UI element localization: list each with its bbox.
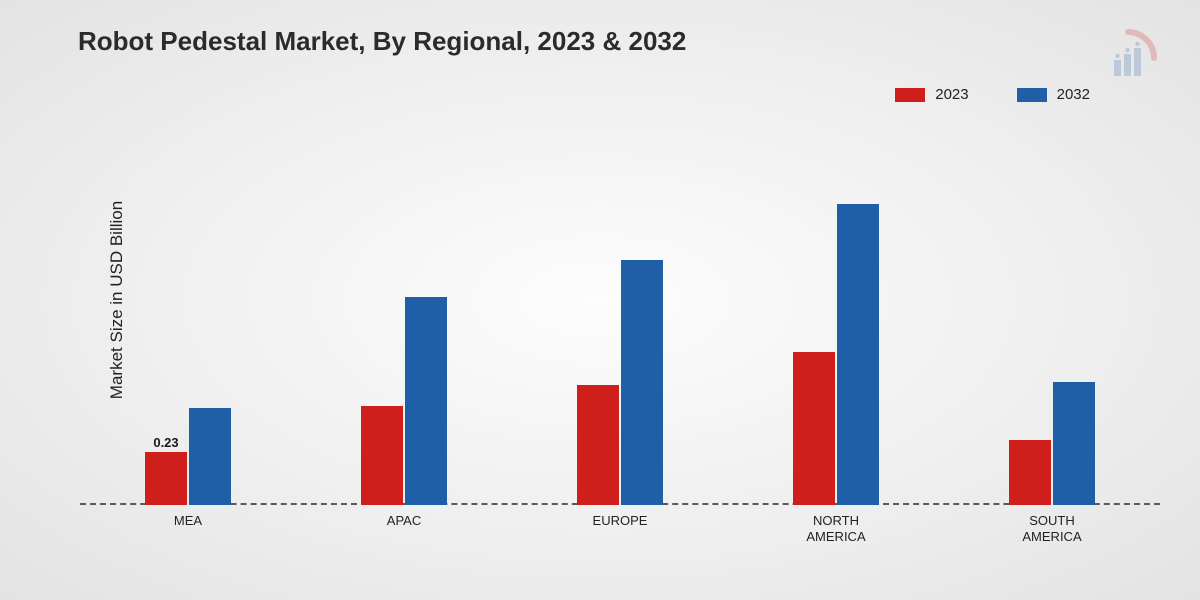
- bar-europe-2032: [621, 260, 663, 505]
- group-europe: EUROPE: [577, 260, 663, 505]
- group-apac: APAC: [361, 297, 447, 505]
- bar-na-2032: [837, 204, 879, 505]
- legend-swatch-2023: [895, 88, 925, 102]
- plot-area: 0.23 MEA APAC EUROPE NORTH AMERICA: [80, 135, 1160, 505]
- cat-label-na: NORTH AMERICA: [806, 513, 865, 546]
- cat-label-europe: EUROPE: [593, 513, 648, 529]
- legend-item-2032: 2032: [1017, 86, 1090, 103]
- chart-title: Robot Pedestal Market, By Regional, 2023…: [78, 26, 686, 57]
- legend-swatch-2032: [1017, 88, 1047, 102]
- group-mea: 0.23 MEA: [145, 408, 231, 505]
- cat-label-apac: APAC: [387, 513, 421, 529]
- group-north-america: NORTH AMERICA: [793, 204, 879, 505]
- bar-sa-2023: [1009, 440, 1051, 505]
- legend-label-2023: 2023: [935, 86, 968, 103]
- bar-sa-2032: [1053, 382, 1095, 505]
- watermark-logo: [1096, 26, 1160, 90]
- legend: 2023 2032: [895, 86, 1090, 103]
- chart-canvas: Robot Pedestal Market, By Regional, 2023…: [0, 0, 1200, 600]
- legend-label-2032: 2032: [1057, 86, 1090, 103]
- bar-apac-2023: [361, 406, 403, 505]
- group-south-america: SOUTH AMERICA: [1009, 382, 1095, 505]
- bar-europe-2023: [577, 385, 619, 505]
- cat-label-sa: SOUTH AMERICA: [1022, 513, 1081, 546]
- legend-item-2023: 2023: [895, 86, 968, 103]
- bar-apac-2032: [405, 297, 447, 505]
- value-label-mea-2023: 0.23: [145, 435, 187, 450]
- bar-mea-2023: [145, 452, 187, 505]
- bar-groups: 0.23 MEA APAC EUROPE NORTH AMERICA: [80, 135, 1160, 505]
- bar-na-2023: [793, 352, 835, 505]
- bar-mea-2032: [189, 408, 231, 505]
- cat-label-mea: MEA: [174, 513, 202, 529]
